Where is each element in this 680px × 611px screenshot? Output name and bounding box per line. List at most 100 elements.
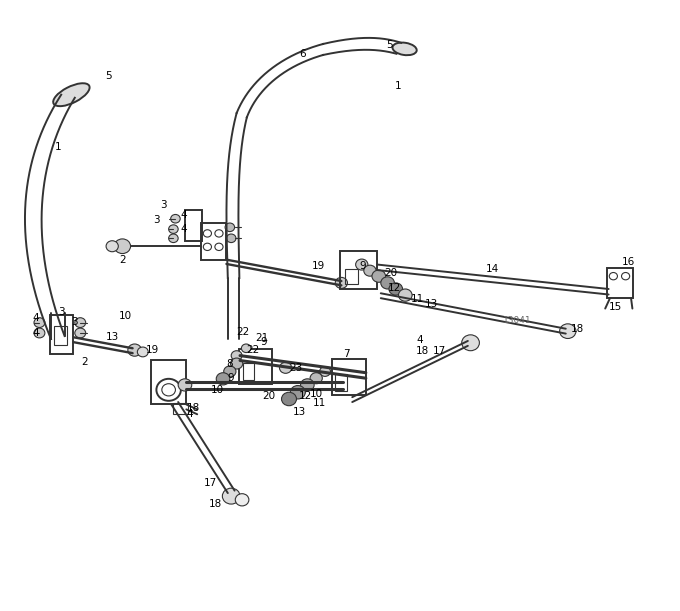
Text: 12: 12 — [388, 284, 401, 293]
Text: 13: 13 — [105, 332, 118, 342]
Text: 3: 3 — [71, 317, 78, 327]
Text: 21: 21 — [255, 333, 268, 343]
Bar — [340, 251, 377, 289]
Text: 1: 1 — [394, 81, 401, 90]
Text: 4: 4 — [180, 224, 187, 234]
Text: 13: 13 — [425, 299, 438, 309]
Text: 17: 17 — [204, 478, 217, 488]
Circle shape — [310, 373, 322, 384]
Circle shape — [137, 347, 148, 357]
Text: 11: 11 — [411, 295, 424, 304]
Text: 3: 3 — [160, 200, 167, 210]
Bar — [50, 315, 73, 354]
Circle shape — [381, 277, 394, 289]
Bar — [201, 223, 226, 260]
Text: 12: 12 — [299, 391, 312, 401]
Text: 18: 18 — [187, 403, 200, 412]
Text: 13041: 13041 — [503, 316, 532, 325]
Text: 19: 19 — [146, 345, 159, 355]
Ellipse shape — [392, 43, 417, 55]
Bar — [239, 349, 272, 384]
Text: 18: 18 — [571, 324, 584, 334]
Text: 22: 22 — [246, 345, 259, 355]
Text: 4: 4 — [180, 210, 187, 220]
Circle shape — [128, 344, 141, 356]
Text: 9: 9 — [228, 373, 235, 382]
Circle shape — [75, 318, 86, 327]
Text: 23: 23 — [289, 364, 302, 373]
Text: 5: 5 — [386, 40, 393, 49]
Text: 4: 4 — [186, 409, 193, 419]
Circle shape — [364, 265, 376, 276]
Circle shape — [462, 335, 479, 351]
Text: 20: 20 — [262, 391, 275, 401]
Circle shape — [320, 367, 330, 376]
Bar — [607, 268, 633, 298]
Text: 18: 18 — [416, 346, 429, 356]
Circle shape — [225, 223, 235, 232]
Circle shape — [235, 494, 249, 506]
Text: 8: 8 — [226, 359, 233, 368]
Text: 4: 4 — [416, 335, 423, 345]
Text: 1: 1 — [54, 142, 61, 152]
Text: 4: 4 — [33, 313, 39, 323]
Bar — [345, 269, 358, 284]
Circle shape — [356, 259, 368, 270]
Text: 14: 14 — [486, 264, 499, 274]
Circle shape — [282, 392, 296, 406]
Ellipse shape — [53, 83, 90, 106]
Circle shape — [226, 234, 236, 243]
Circle shape — [301, 379, 314, 391]
Circle shape — [560, 324, 576, 338]
Circle shape — [335, 277, 347, 288]
Text: 7: 7 — [343, 349, 350, 359]
Circle shape — [216, 373, 230, 385]
Circle shape — [279, 362, 292, 373]
Text: 4: 4 — [33, 328, 39, 338]
Bar — [185, 210, 202, 241]
Text: 20: 20 — [384, 268, 397, 278]
Text: 3: 3 — [153, 215, 160, 225]
Circle shape — [34, 318, 45, 327]
Text: 18: 18 — [209, 499, 222, 509]
Circle shape — [224, 366, 236, 377]
Circle shape — [178, 379, 192, 391]
Text: 22: 22 — [237, 327, 250, 337]
Circle shape — [398, 289, 412, 301]
Circle shape — [372, 270, 386, 282]
Text: 10: 10 — [309, 389, 322, 399]
Circle shape — [231, 358, 243, 369]
Text: 2: 2 — [82, 357, 88, 367]
Text: 11: 11 — [313, 398, 326, 408]
Circle shape — [169, 225, 178, 233]
Text: 5: 5 — [105, 71, 112, 81]
Text: 13: 13 — [292, 408, 305, 417]
Text: 15: 15 — [609, 302, 622, 312]
Bar — [335, 374, 347, 391]
Bar — [173, 403, 188, 414]
Circle shape — [106, 241, 118, 252]
Circle shape — [34, 328, 45, 338]
Text: 9: 9 — [260, 337, 267, 347]
Text: 10: 10 — [118, 312, 131, 321]
Text: 19: 19 — [311, 261, 324, 271]
Circle shape — [241, 344, 251, 353]
Text: 6: 6 — [299, 49, 306, 59]
Text: 3: 3 — [58, 307, 65, 316]
Bar — [332, 359, 366, 395]
Circle shape — [114, 239, 131, 254]
Text: 9: 9 — [359, 261, 366, 271]
Text: 10: 10 — [211, 385, 224, 395]
Circle shape — [231, 351, 242, 360]
Circle shape — [222, 488, 240, 504]
Text: 2: 2 — [119, 255, 126, 265]
Circle shape — [169, 234, 178, 243]
Circle shape — [290, 386, 305, 399]
Circle shape — [171, 214, 180, 223]
Text: 16: 16 — [622, 257, 635, 266]
Bar — [243, 363, 254, 380]
Bar — [151, 360, 186, 404]
Bar — [54, 326, 67, 345]
Circle shape — [389, 283, 403, 295]
Text: 17: 17 — [433, 346, 446, 356]
